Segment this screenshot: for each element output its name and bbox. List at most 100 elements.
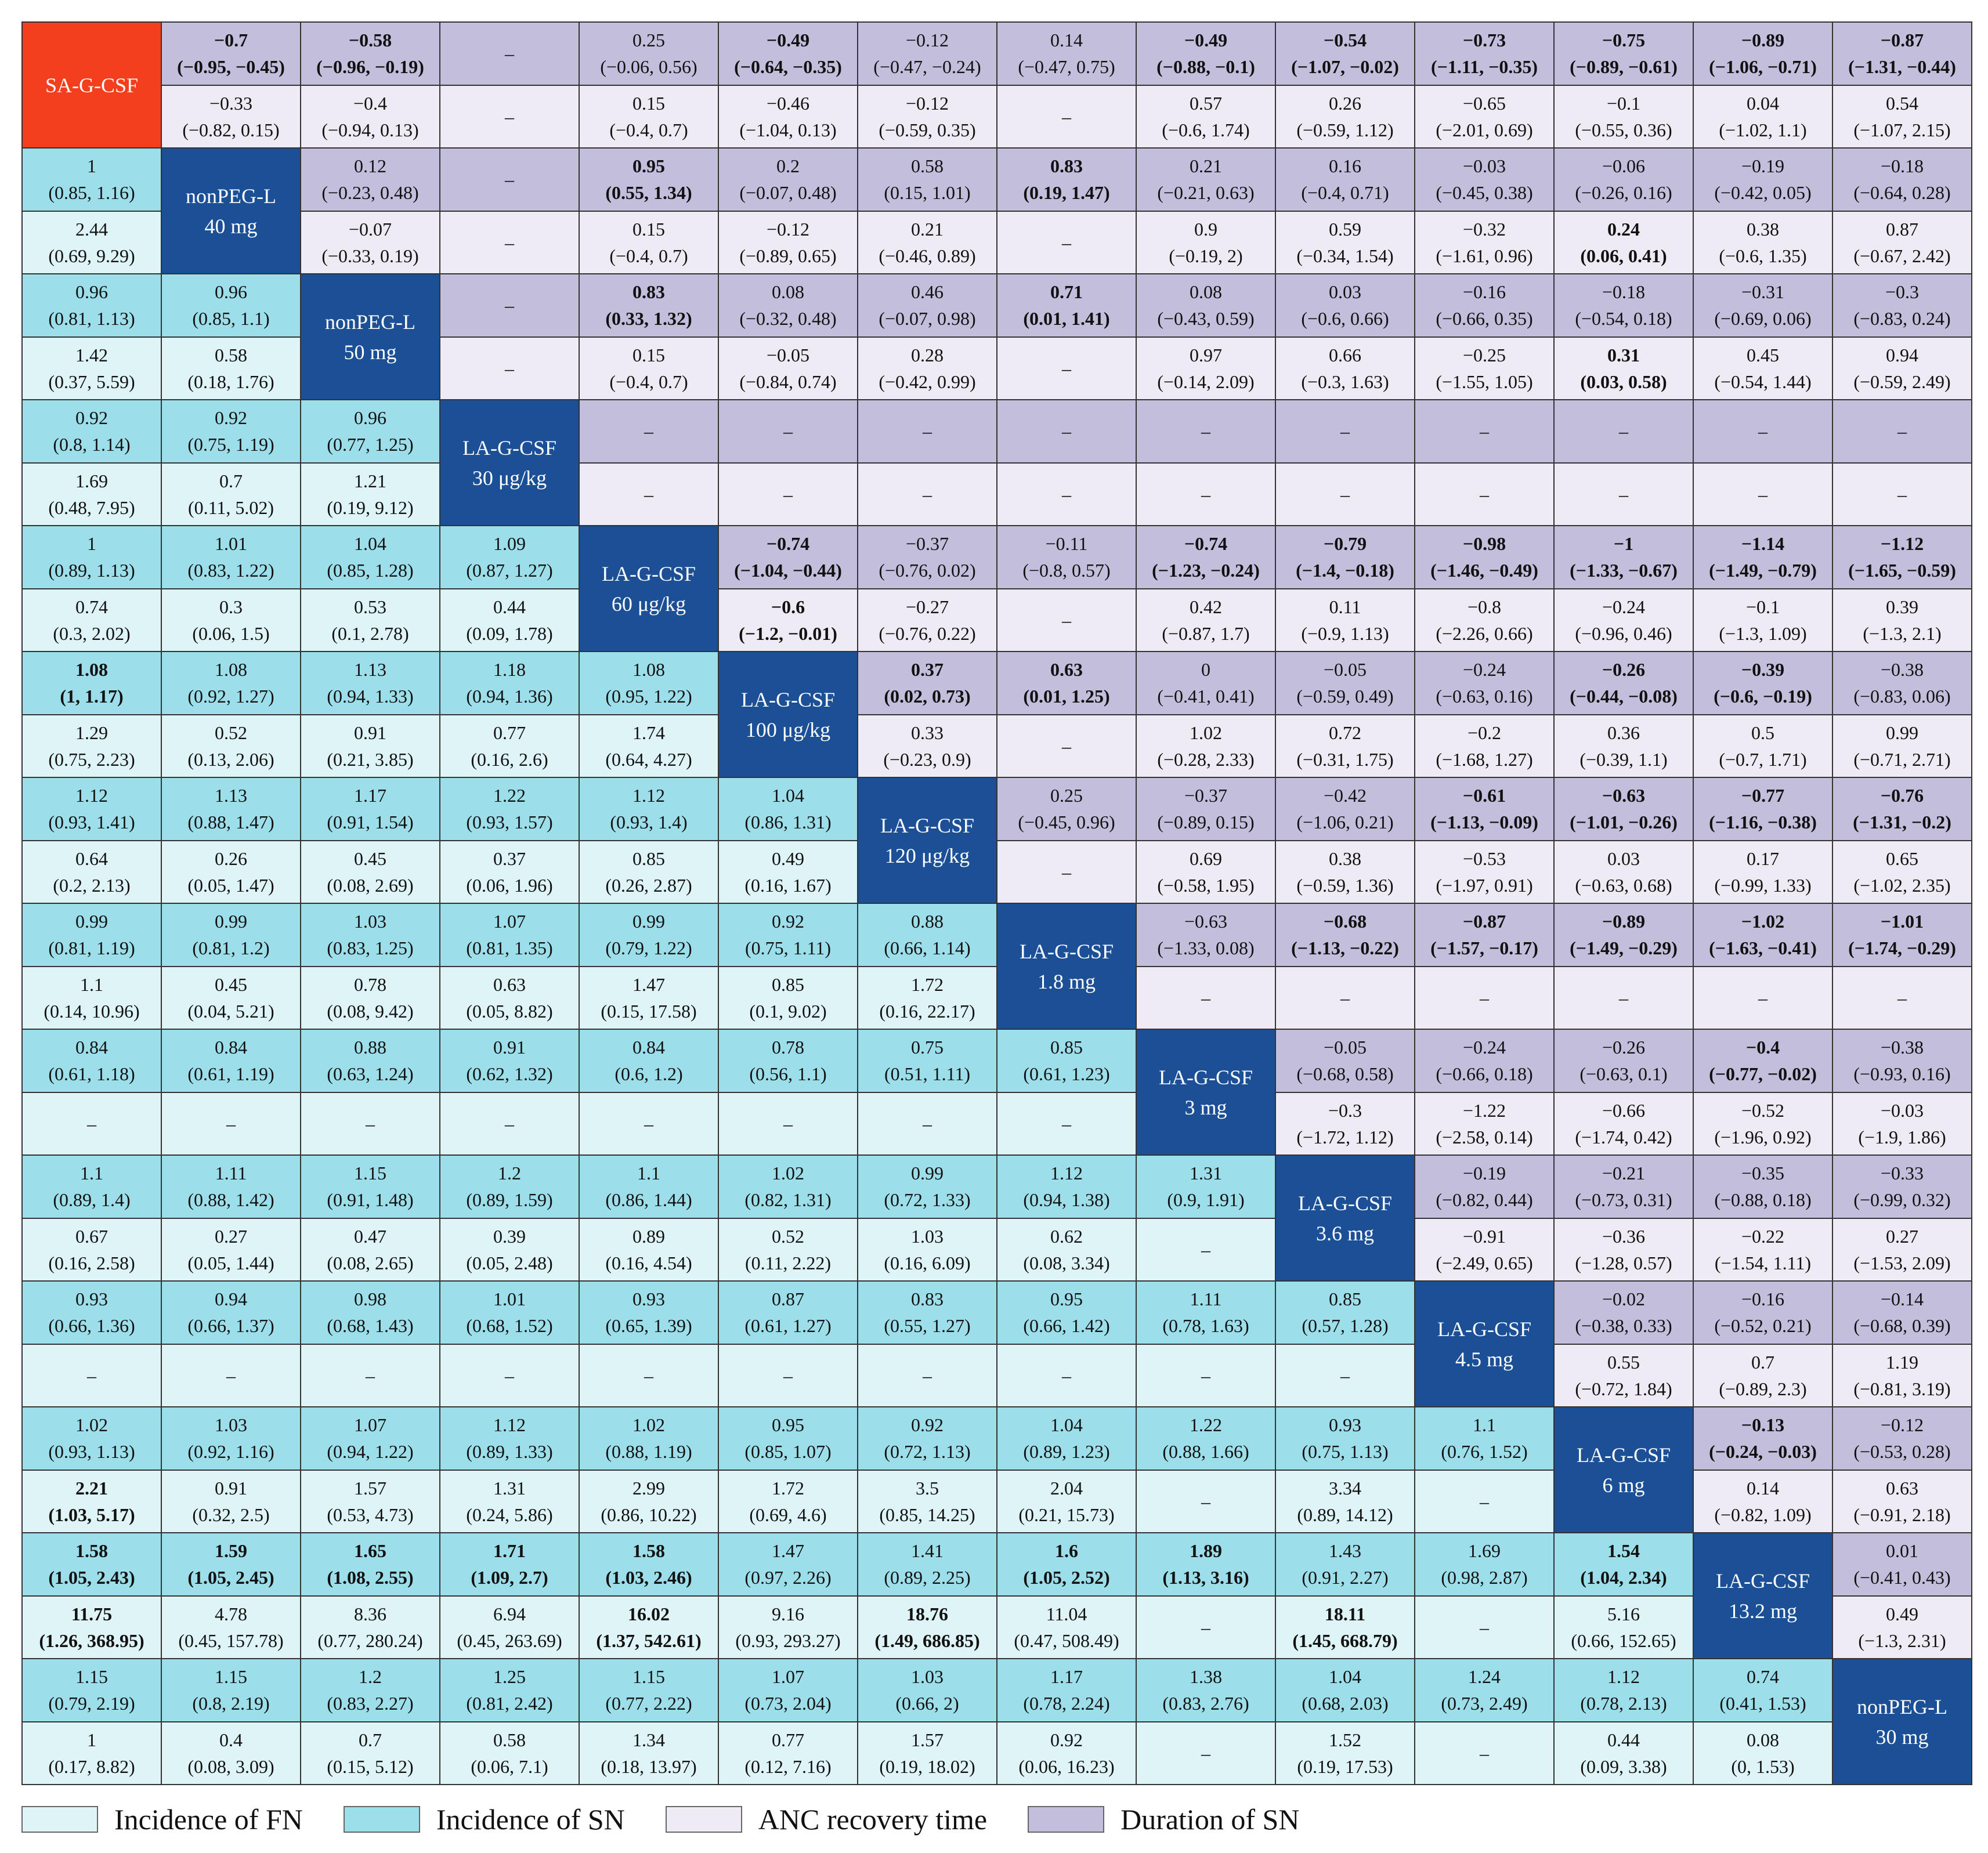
confidence-interval: (0.89, 1.59) (466, 1189, 553, 1211)
incidence-fn-cell: – (858, 1092, 997, 1156)
confidence-interval: (0.88, 1.47) (187, 812, 274, 833)
confidence-interval: (−1.11, −0.35) (1430, 56, 1538, 78)
effect-estimate: 0.97 (1190, 344, 1222, 365)
incidence-sn-cell: 1.54 (1.04, 2.34) (1555, 1533, 1694, 1597)
effect-estimate: 0.96 (215, 281, 247, 303)
incidence-sn-cell: 1.24 (0.73, 2.49) (1415, 1659, 1555, 1722)
anc-recovery-cell: – (719, 463, 858, 526)
incidence-fn-cell: 2.44 (0.69, 9.29) (23, 211, 162, 274)
effect-estimate: 1.42 (75, 344, 108, 365)
incidence-sn-cell: 0.99 (0.72, 1.33) (858, 1156, 997, 1219)
effect-estimate: −0.24 (1462, 1037, 1506, 1058)
confidence-interval: (0.69, 9.29) (48, 245, 135, 266)
incidence-fn-cell: 1.03 (0.16, 6.09) (858, 1218, 997, 1282)
confidence-interval: (0, 1.53) (1731, 1756, 1795, 1777)
incidence-fn-cell: 4.78 (0.45, 157.78) (162, 1596, 301, 1659)
incidence-fn-cell: – (301, 1344, 440, 1407)
confidence-interval: (0.48, 7.95) (48, 497, 135, 518)
effect-estimate: 0.12 (354, 155, 386, 177)
effect-estimate: −0.89 (1741, 30, 1785, 51)
confidence-interval: (−0.72, 1.84) (1575, 1378, 1672, 1399)
effect-estimate: 0.63 (1050, 659, 1083, 681)
effect-estimate: −0.52 (1741, 1099, 1785, 1121)
incidence-sn-cell: 1.08 (1, 1.17) (23, 652, 162, 715)
anc-recovery-cell: – (1276, 967, 1415, 1030)
effect-estimate: −0.76 (1880, 785, 1924, 806)
confidence-interval: (0.06, 0.41) (1580, 245, 1667, 266)
effect-estimate: – (644, 421, 653, 442)
effect-estimate: 0.04 (1747, 92, 1779, 114)
effect-estimate: 0.89 (632, 1225, 665, 1247)
duration-sn-cell: −0.75 (−0.89, −0.61) (1555, 23, 1694, 86)
effect-estimate: 0.85 (772, 973, 804, 995)
anc-recovery-cell: 0.14 (−0.82, 1.09) (1694, 1470, 1833, 1533)
duration-sn-cell: 0 (−0.41, 0.41) (1137, 652, 1276, 715)
confidence-interval: (−0.59, 0.49) (1296, 686, 1394, 707)
effect-estimate: 0.25 (632, 30, 665, 51)
incidence-fn-cell: – (1137, 1596, 1276, 1659)
confidence-interval: (0.83, 2.76) (1162, 1693, 1249, 1714)
incidence-sn-cell: 1.08 (0.95, 1.22) (580, 652, 719, 715)
anc-recovery-cell: −0.91 (−2.49, 0.65) (1415, 1218, 1555, 1282)
effect-estimate: −0.4 (353, 92, 388, 114)
anc-recovery-cell: 0.57 (−0.6, 1.74) (1137, 85, 1276, 149)
anc-recovery-cell: −0.6 (−1.2, −0.01) (719, 589, 858, 652)
effect-estimate: – (505, 231, 514, 253)
duration-sn-cell: 0.83 (0.33, 1.32) (580, 274, 719, 338)
anc-recovery-cell: 0.28 (−0.42, 0.99) (858, 337, 997, 400)
incidence-sn-cell: 1.07 (0.81, 1.35) (440, 904, 580, 967)
confidence-interval: (0.05, 2.48) (466, 1252, 553, 1273)
effect-estimate: – (87, 1365, 96, 1386)
effect-estimate: – (1062, 231, 1071, 253)
effect-estimate: 1.31 (493, 1477, 526, 1499)
duration-sn-cell: −0.87 (−1.57, −0.17) (1415, 904, 1555, 967)
confidence-interval: (0.1, 9.02) (749, 1000, 827, 1022)
effect-estimate: 1.04 (1050, 1414, 1083, 1436)
confidence-interval: (0.66, 2) (895, 1693, 959, 1714)
incidence-fn-cell: 3.5 (0.85, 14.25) (858, 1470, 997, 1533)
confidence-interval: (0.06, 1.96) (466, 874, 553, 896)
anc-recovery-cell: 1.02 (−0.28, 2.33) (1137, 715, 1276, 778)
incidence-fn-cell: 0.77 (0.16, 2.6) (440, 715, 580, 778)
confidence-interval: (0.75, 1.19) (187, 434, 274, 455)
effect-estimate: 1.72 (772, 1477, 804, 1499)
effect-estimate: 0.93 (632, 1289, 665, 1310)
effect-estimate: −0.7 (214, 30, 248, 51)
effect-estimate: 0.91 (493, 1037, 526, 1058)
confidence-interval: (0.53, 4.73) (327, 1504, 414, 1525)
effect-estimate: 1.15 (632, 1666, 665, 1688)
treatment-name: LA-G-CSF (1715, 1569, 1810, 1593)
treatment-label: nonPEG-L 30 mg (1833, 1659, 1972, 1785)
incidence-sn-cell: 1.38 (0.83, 2.76) (1137, 1659, 1276, 1722)
effect-estimate: – (1201, 1742, 1210, 1764)
legend-swatch-sn (343, 1806, 420, 1833)
incidence-sn-cell: 0.93 (0.66, 1.36) (23, 1282, 162, 1345)
confidence-interval: (−0.7, 1.71) (1719, 748, 1807, 770)
effect-estimate: −0.42 (1323, 785, 1367, 806)
incidence-fn-cell: 9.16 (0.93, 293.27) (719, 1596, 858, 1659)
incidence-sn-cell: 1.25 (0.81, 2.42) (440, 1659, 580, 1722)
anc-recovery-cell: 0.63 (−0.91, 2.18) (1833, 1470, 1972, 1533)
confidence-interval: (0.77, 2.22) (605, 1693, 692, 1714)
incidence-fn-cell: 18.76 (1.49, 686.85) (858, 1596, 997, 1659)
confidence-interval: (−0.82, 0.44) (1436, 1189, 1533, 1211)
confidence-interval: (−0.6, −0.19) (1714, 686, 1812, 707)
effect-estimate: −0.98 (1462, 533, 1506, 555)
confidence-interval: (−0.59, 2.49) (1853, 371, 1951, 392)
anc-recovery-cell: – (1137, 463, 1276, 526)
confidence-interval: (−1.01, −0.26) (1570, 812, 1678, 833)
effect-estimate: −0.24 (1462, 659, 1506, 681)
incidence-sn-cell: 0.92 (0.72, 1.13) (858, 1407, 997, 1471)
incidence-fn-cell: 1.1 (0.14, 10.96) (23, 967, 162, 1030)
effect-estimate: −0.22 (1741, 1225, 1785, 1247)
effect-estimate: 1.01 (215, 533, 247, 555)
incidence-fn-cell: 0.85 (0.1, 9.02) (719, 967, 858, 1030)
confidence-interval: (1, 1.17) (60, 686, 124, 707)
incidence-sn-cell: 1.59 (1.05, 2.45) (162, 1533, 301, 1597)
confidence-interval: (0.77, 280.24) (317, 1630, 423, 1651)
effect-estimate: −0.74 (766, 533, 810, 555)
incidence-sn-cell: 1.09 (0.87, 1.27) (440, 526, 580, 589)
effect-estimate: 0.99 (911, 1163, 944, 1184)
treatment-name: 1.8 mg (1037, 969, 1096, 993)
incidence-sn-cell: 0.99 (0.81, 1.19) (23, 904, 162, 967)
